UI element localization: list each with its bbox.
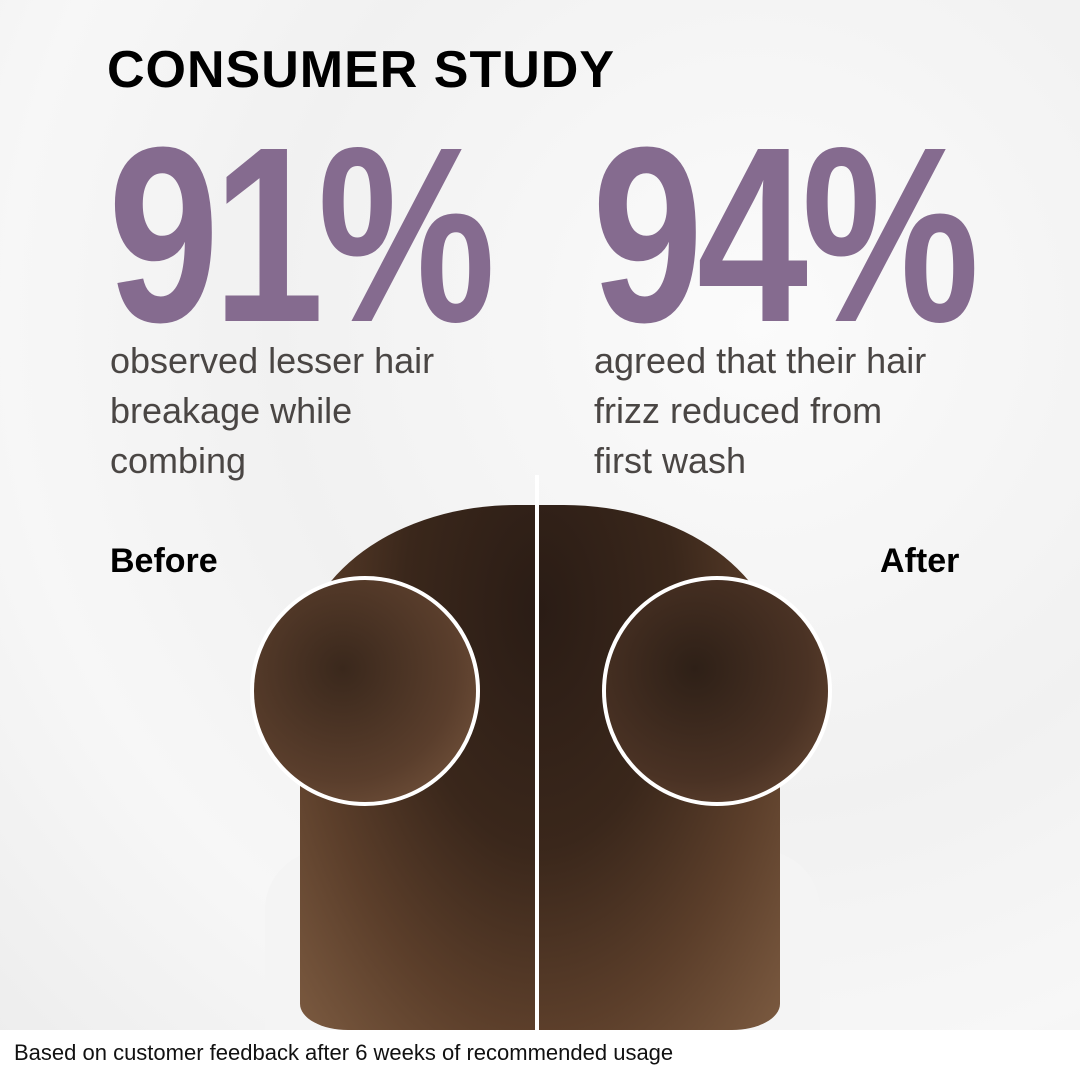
desc-line: observed lesser hair [110,340,435,381]
desc-line: first wash [594,440,747,481]
after-label: After [880,542,960,580]
desc-line: agreed that their hair [594,340,927,381]
page-title: CONSUMER STUDY [107,41,616,99]
footer-note: Based on customer feedback after 6 weeks… [14,1040,674,1065]
stat-value-frizz: 94% [592,95,980,374]
before-after-divider [535,475,539,1030]
stat-description-breakage: observed lesser hair breakage while comb… [110,336,510,486]
footer-bar [0,1030,1080,1080]
desc-line: frizz reduced from [594,390,883,431]
before-zoom-circle [250,576,480,806]
after-zoom-circle [602,576,832,806]
desc-line: combing [110,440,247,481]
before-label: Before [110,542,218,580]
stat-description-frizz: agreed that their hair frizz reduced fro… [594,336,994,486]
desc-line: breakage while [110,390,353,431]
stat-value-breakage: 91% [108,95,496,374]
